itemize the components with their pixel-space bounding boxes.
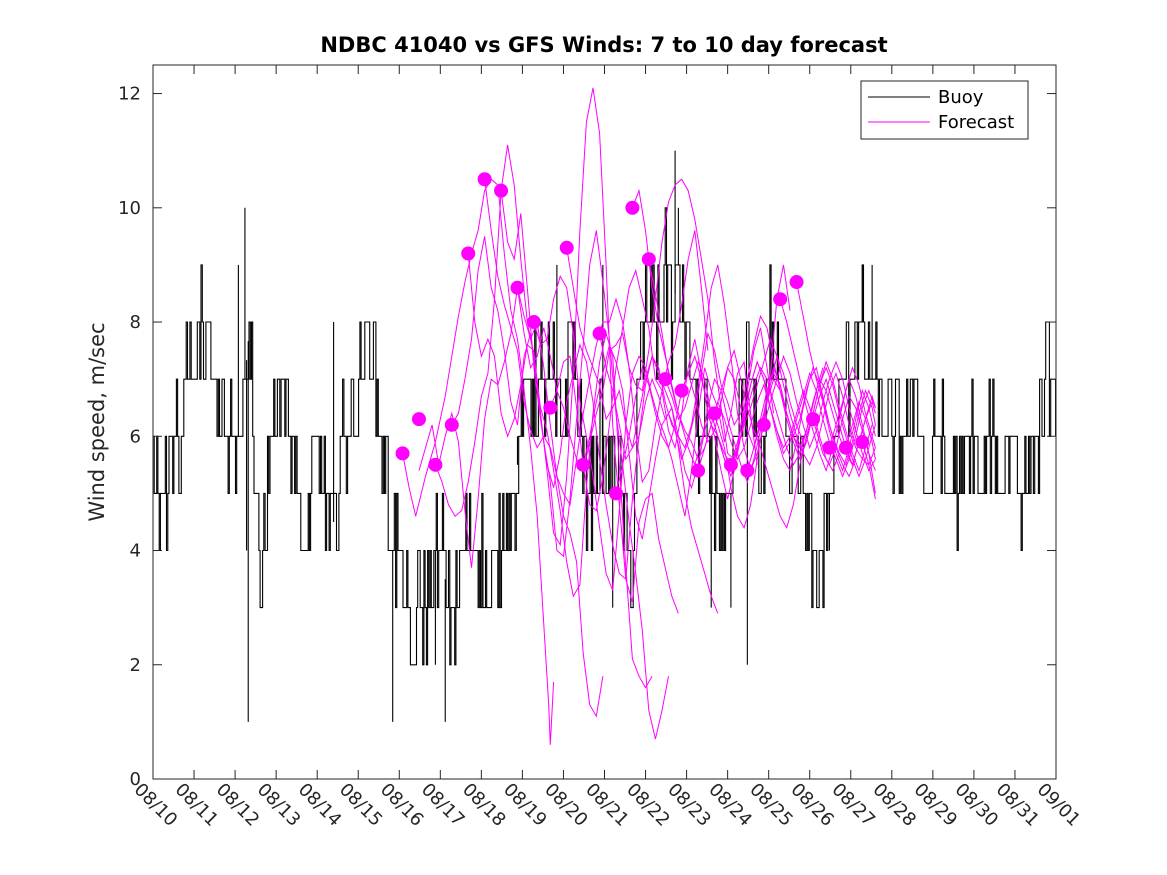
- y-tick-label: 6: [130, 426, 141, 447]
- legend-forecast-label: Forecast: [938, 112, 1014, 133]
- forecast-marker: [411, 412, 426, 427]
- legend-box: [860, 80, 1029, 140]
- y-tick-label: 0: [130, 769, 141, 790]
- forecast-marker: [773, 292, 788, 307]
- forecast-marker: [625, 200, 640, 215]
- forecast-series-line: [582, 314, 807, 540]
- forecast-series-line: [845, 400, 876, 460]
- forecast-series-line: [861, 441, 876, 500]
- forecast-series-line: [714, 366, 876, 478]
- forecast-series-line: [664, 337, 876, 466]
- y-tick-label: 10: [118, 198, 141, 219]
- chart-title: NDBC 41040 vs GFS Winds: 7 to 10 day for…: [320, 33, 887, 57]
- buoy-series-line: [153, 207, 1056, 666]
- forecast-series-line: [746, 366, 876, 471]
- forecast-marker: [608, 486, 623, 501]
- forecast-marker: [756, 417, 771, 432]
- forecast-marker: [723, 457, 738, 472]
- forecast-series-line: [763, 354, 876, 472]
- y-tick-label: 4: [130, 541, 141, 562]
- forecast-marker: [494, 183, 509, 198]
- forecast-marker: [559, 240, 574, 255]
- forecast-marker: [789, 275, 804, 290]
- forecast-marker: [691, 463, 706, 478]
- forecast-series-line: [828, 377, 876, 494]
- forecast-marker: [543, 400, 558, 415]
- forecast-series-line: [517, 178, 742, 472]
- forecast-marker: [838, 440, 853, 455]
- forecast-marker: [641, 252, 656, 267]
- forecast-series-line: [697, 383, 876, 471]
- forecast-series-line: [451, 230, 669, 740]
- forecast-marker: [822, 440, 837, 455]
- forecast-marker: [740, 463, 755, 478]
- forecast-series-line: [533, 275, 758, 591]
- forecast-marker: [395, 446, 410, 461]
- forecast-marker: [855, 434, 870, 449]
- forecast-series-line: [500, 190, 719, 614]
- forecast-marker: [707, 406, 722, 421]
- forecast-marker: [658, 372, 673, 387]
- forecast-marker: [592, 326, 607, 341]
- forecast-marker: [526, 315, 541, 330]
- forecast-marker: [428, 457, 443, 472]
- y-tick-label: 2: [130, 655, 141, 676]
- series-layer: [153, 87, 1056, 745]
- y-axis-label: Wind speed, m/sec: [85, 322, 109, 521]
- plot-area: [153, 65, 1056, 779]
- forecast-series-line: [796, 282, 876, 473]
- forecast-marker: [510, 280, 525, 295]
- legend: Buoy Forecast: [860, 80, 1029, 140]
- forecast-marker: [674, 383, 689, 398]
- forecast-series-line: [484, 179, 709, 507]
- forecast-marker: [477, 172, 492, 187]
- y-tick-label: 8: [130, 312, 141, 333]
- forecast-marker: [576, 457, 591, 472]
- forecast-series-line: [779, 299, 876, 473]
- forecast-marker: [461, 246, 476, 261]
- forecast-marker: [806, 412, 821, 427]
- forecast-marker: [444, 417, 459, 432]
- y-tick-label: 12: [118, 84, 141, 105]
- legend-buoy-label: Buoy: [938, 87, 984, 108]
